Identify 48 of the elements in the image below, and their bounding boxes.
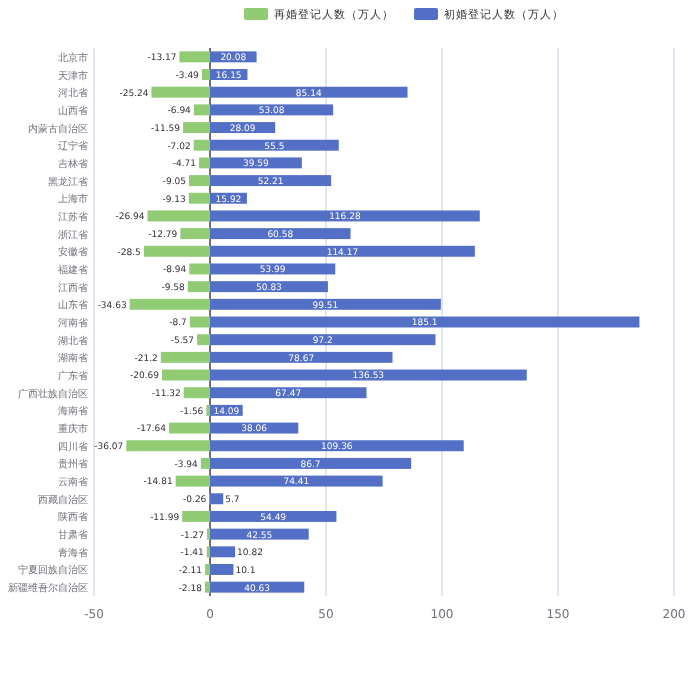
bar xyxy=(183,387,210,399)
bar xyxy=(204,581,210,593)
bar xyxy=(210,104,334,116)
bar xyxy=(126,440,210,452)
bar xyxy=(189,175,210,187)
bar xyxy=(210,228,351,240)
bar xyxy=(210,387,367,399)
bar xyxy=(210,245,475,257)
bar xyxy=(210,440,464,452)
bar xyxy=(210,281,328,293)
bar xyxy=(210,546,236,558)
bar xyxy=(210,564,234,575)
bar xyxy=(169,422,210,434)
bar xyxy=(210,475,383,487)
bar xyxy=(143,245,210,257)
bar xyxy=(187,281,210,293)
bar xyxy=(210,298,441,310)
bar xyxy=(210,351,393,363)
bar xyxy=(201,69,210,80)
bar xyxy=(175,475,210,487)
bar xyxy=(210,334,436,346)
bar xyxy=(160,351,210,363)
bar xyxy=(189,316,210,328)
bar xyxy=(183,122,210,134)
bar xyxy=(210,457,412,469)
bar xyxy=(180,228,210,240)
bar xyxy=(147,210,210,222)
bar xyxy=(193,139,210,151)
bar xyxy=(210,175,332,187)
bar xyxy=(210,369,527,381)
bar xyxy=(210,493,224,505)
bar xyxy=(193,104,210,116)
bar xyxy=(210,86,408,98)
bar xyxy=(162,369,210,381)
bar xyxy=(210,510,337,522)
bar xyxy=(200,457,210,469)
bar xyxy=(129,298,210,310)
bar xyxy=(210,528,309,540)
bar xyxy=(210,139,339,151)
bar xyxy=(210,210,480,222)
bar xyxy=(179,51,210,63)
bar xyxy=(189,263,210,275)
bar xyxy=(197,334,210,346)
bar xyxy=(210,263,336,275)
bar xyxy=(151,86,210,98)
bar xyxy=(188,192,210,204)
bar xyxy=(199,157,210,169)
bar xyxy=(182,510,210,522)
